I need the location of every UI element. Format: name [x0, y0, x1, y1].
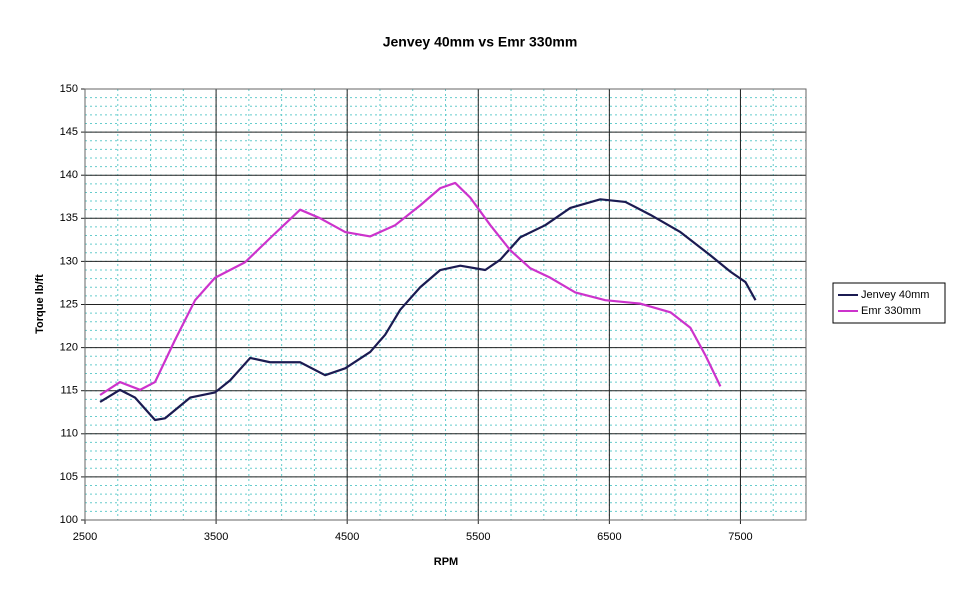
y-tick-label: 110 — [60, 428, 78, 440]
y-tick-label: 100 — [60, 514, 78, 526]
y-tick-label: 125 — [60, 298, 78, 310]
x-tick-label: 6500 — [597, 531, 621, 543]
y-tick-label: 120 — [60, 342, 78, 354]
y-tick-label: 145 — [60, 126, 78, 138]
x-tick-label: 2500 — [73, 531, 97, 543]
plot-border — [84, 88, 807, 521]
x-tick-label: 5500 — [466, 531, 490, 543]
series-line — [99, 198, 757, 422]
y-tick-label: 150 — [60, 83, 78, 95]
x-tick-label: 3500 — [204, 531, 228, 543]
y-tick-label: 135 — [60, 212, 78, 224]
x-axis-label: RPM — [434, 556, 458, 568]
legend-box — [832, 282, 946, 324]
legend-label: Emr 330mm — [861, 305, 921, 317]
series-line — [99, 181, 722, 396]
y-tick-label: 115 — [60, 385, 78, 397]
y-tick-label: 140 — [60, 169, 78, 181]
y-tick-label: 130 — [60, 255, 78, 267]
chart-title: Jenvey 40mm vs Emr 330mm — [383, 34, 578, 50]
legend-label: Jenvey 40mm — [861, 289, 929, 301]
x-tick-label: 7500 — [728, 531, 752, 543]
y-tick-label: 105 — [60, 471, 78, 483]
y-axis-label: Torque lb/ft — [34, 274, 46, 334]
x-tick-label: 4500 — [335, 531, 359, 543]
